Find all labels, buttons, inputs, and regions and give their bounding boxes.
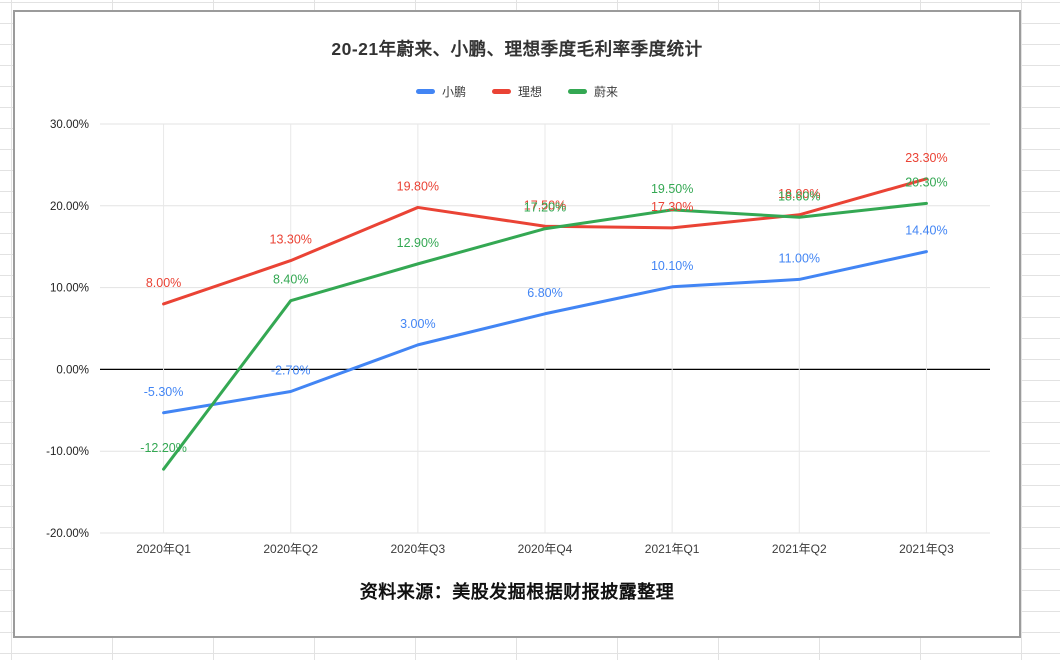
- plot-svg: 30.00% 20.00% 10.00% 0.00% -10.00% -20.00% 202…: [46, 119, 990, 556]
- x-tick-label: 2020年Q3: [390, 542, 445, 556]
- chart-canvas[interactable]: 20-21年蔚来、小鹏、理想季度毛利率季度统计 小鹏 理想 蔚来 30.00% 20.…: [13, 10, 1021, 638]
- series-line-蔚来: [162, 201, 928, 471]
- data-label: 19.80%: [397, 179, 439, 193]
- legend-line-swatch: [491, 89, 511, 94]
- x-tick-label: 2021年Q3: [899, 542, 954, 556]
- data-label: 11.00%: [779, 251, 820, 265]
- data-label: 18.90%: [778, 187, 820, 201]
- legend-item-3: 蔚来: [568, 83, 618, 100]
- data-label: 12.90%: [397, 236, 439, 250]
- x-tick-label: 2021年Q1: [645, 542, 700, 556]
- y-tick-label: -20.00%: [46, 528, 89, 540]
- x-tick-label: 2020年Q2: [263, 542, 318, 556]
- source-note: 资料来源：美股发掘根据财报披露整理: [359, 582, 675, 602]
- y-tick-label: 10.00%: [50, 283, 89, 295]
- data-label: 6.80%: [527, 286, 562, 300]
- legend-line-swatch: [568, 89, 587, 94]
- legend-item-2: 理想: [491, 83, 542, 100]
- chart-legend: 小鹏 理想 蔚来: [15, 83, 1019, 100]
- data-label: 8.40%: [273, 273, 308, 287]
- chart-title: 20-21年蔚来、小鹏、理想季度毛利率季度统计: [331, 39, 703, 59]
- data-label: 10.10%: [651, 259, 693, 273]
- data-label: 14.40%: [905, 224, 947, 238]
- y-tick-label: 20.00%: [50, 201, 89, 213]
- series-line-小鹏: [162, 250, 928, 415]
- series-line-理想: [162, 177, 928, 306]
- data-label: -2.70%: [271, 363, 311, 377]
- x-tick-label: 2021年Q2: [772, 542, 827, 556]
- data-label: 13.30%: [270, 233, 312, 247]
- data-label: 17.50%: [524, 198, 566, 212]
- legend-label: 小鹏: [441, 85, 466, 99]
- legend-label: 理想: [517, 85, 542, 99]
- y-tick-label: -10.00%: [46, 446, 89, 458]
- y-tick-label: 0.00%: [56, 364, 89, 376]
- data-label: -5.30%: [144, 385, 184, 399]
- data-label: 8.00%: [146, 276, 181, 290]
- data-label: 19.50%: [651, 182, 693, 196]
- data-label: -12.20%: [140, 441, 187, 455]
- data-label: 18.60%: [778, 189, 820, 203]
- data-label: 17.20%: [524, 201, 566, 215]
- legend-label: 蔚来: [594, 85, 619, 99]
- data-label: 3.00%: [400, 317, 435, 331]
- x-tick-label: 2020年Q1: [136, 542, 191, 556]
- data-label: 17.30%: [651, 200, 693, 214]
- legend-item-1: 小鹏: [415, 83, 466, 100]
- data-label: 23.30%: [905, 151, 947, 165]
- x-tick-label: 2020年Q4: [518, 542, 573, 556]
- y-tick-label: 30.00%: [50, 119, 89, 131]
- legend-line-swatch: [415, 89, 435, 94]
- data-label: 20.30%: [905, 175, 947, 189]
